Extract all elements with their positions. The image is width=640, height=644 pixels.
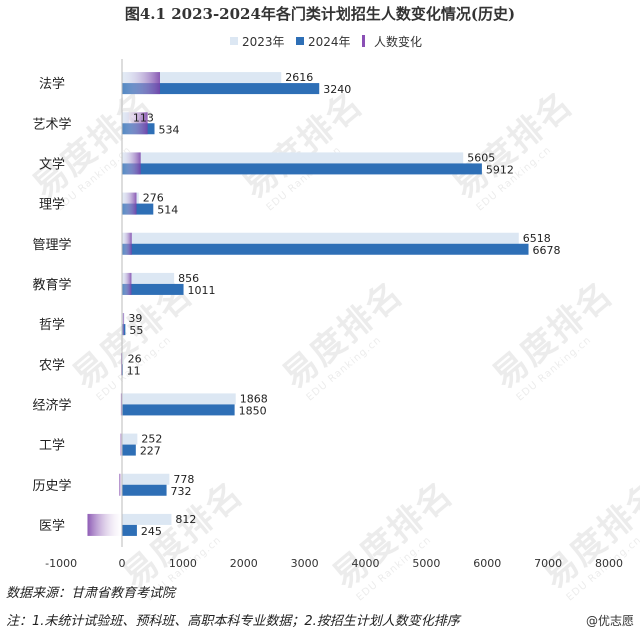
bar-2023 bbox=[122, 272, 175, 284]
value-label-2023: 812 bbox=[175, 513, 196, 526]
category-label: 工学 bbox=[39, 438, 65, 454]
bar-2023 bbox=[122, 473, 170, 485]
value-label-2023: 5605 bbox=[467, 151, 495, 164]
value-label-2024: 1011 bbox=[188, 284, 216, 297]
x-tick-label: 4000 bbox=[352, 557, 380, 570]
value-label-2023: 1868 bbox=[240, 392, 268, 405]
value-label-2023: 39 bbox=[128, 312, 142, 325]
bar-2023 bbox=[122, 393, 236, 405]
category-label: 文学 bbox=[39, 156, 65, 172]
bar-2023 bbox=[122, 152, 464, 164]
value-label-2023: 113 bbox=[133, 111, 154, 124]
bar-change bbox=[122, 72, 160, 95]
bar-2024 bbox=[122, 484, 167, 496]
category-label: 教育学 bbox=[32, 277, 71, 293]
x-tick-label: 2000 bbox=[230, 557, 258, 570]
value-label-2024: 732 bbox=[171, 485, 192, 498]
value-label-2024: 5912 bbox=[486, 163, 514, 176]
value-label-2024: 534 bbox=[159, 123, 180, 136]
legend-swatch-0 bbox=[230, 37, 238, 45]
value-label-2023: 778 bbox=[173, 473, 194, 486]
category-label: 理学 bbox=[39, 197, 65, 213]
bar-2024 bbox=[122, 203, 154, 215]
bar-change bbox=[122, 313, 124, 336]
value-label-2024: 11 bbox=[127, 364, 141, 377]
chart-title: 图4.1 2023-2024年各门类计划招生人数变化情况(历史) bbox=[124, 5, 516, 23]
bar-2023 bbox=[122, 513, 172, 525]
value-label-2023: 6518 bbox=[523, 232, 551, 245]
value-label-2024: 1850 bbox=[239, 404, 267, 417]
bar-2024 bbox=[122, 83, 320, 95]
bar-change bbox=[122, 152, 141, 175]
footnote: 注：1.未统计试验班、预科班、高职本科专业数据；2.按招生计划人数变化排序 bbox=[6, 614, 460, 629]
legend-swatch-2 bbox=[362, 35, 365, 47]
legend-label-1: 2024年 bbox=[308, 35, 351, 49]
value-label-2023: 2616 bbox=[285, 71, 313, 84]
legend-label-2: 人数变化 bbox=[374, 34, 422, 49]
bar-2023 bbox=[122, 433, 138, 445]
bar-2024 bbox=[122, 163, 482, 175]
value-label-2024: 3240 bbox=[323, 83, 351, 96]
value-label-2023: 856 bbox=[178, 272, 199, 285]
bar-change bbox=[87, 513, 122, 536]
category-label: 农学 bbox=[39, 357, 65, 373]
bar-2024 bbox=[122, 283, 184, 295]
x-tick-label: 6000 bbox=[473, 557, 501, 570]
x-tick-label: 3000 bbox=[291, 557, 319, 570]
bar-chart: 2023年 2024年 人数变化 法学 2616 3240 艺术学 113 534 文学 5605… bbox=[32, 34, 623, 570]
x-tick-label: 7000 bbox=[534, 557, 562, 570]
bar-change bbox=[122, 232, 132, 255]
category-label: 医学 bbox=[39, 518, 65, 534]
bar-2024 bbox=[122, 524, 137, 536]
chart-legend: 2023年 2024年 人数变化 bbox=[230, 34, 422, 49]
x-tick-label: 1000 bbox=[169, 557, 197, 570]
value-label-2023: 276 bbox=[143, 192, 164, 205]
value-label-2024: 6678 bbox=[533, 244, 561, 257]
bar-change bbox=[122, 112, 148, 135]
bar-change bbox=[119, 473, 122, 496]
bar-change bbox=[122, 272, 132, 295]
value-label-2023: 26 bbox=[128, 352, 142, 365]
x-tick-label: 8000 bbox=[595, 557, 623, 570]
source-note: 数据来源：甘肃省教育考试院 bbox=[6, 586, 176, 601]
category-label: 哲学 bbox=[39, 317, 65, 333]
value-label-2024: 55 bbox=[129, 324, 143, 337]
value-label-2023: 252 bbox=[141, 433, 162, 446]
category-label: 管理学 bbox=[32, 237, 71, 253]
bar-change bbox=[122, 192, 137, 215]
legend-swatch-1 bbox=[296, 37, 304, 45]
legend-label-0: 2023年 bbox=[242, 35, 285, 49]
bar-change bbox=[120, 433, 123, 456]
x-tick-label: 0 bbox=[119, 557, 126, 570]
value-label-2024: 245 bbox=[141, 525, 162, 538]
bar-2024 bbox=[122, 444, 136, 456]
value-label-2024: 514 bbox=[157, 204, 178, 217]
bar-2023 bbox=[122, 232, 519, 244]
x-tick-label: 5000 bbox=[412, 557, 440, 570]
x-axis: -1000 0 1000 2000 3000 4000 5000 6000 7000 8000 bbox=[45, 557, 623, 570]
category-label: 经济学 bbox=[32, 397, 71, 413]
category-label: 历史学 bbox=[32, 478, 71, 494]
x-tick-label: -1000 bbox=[45, 557, 77, 570]
bar-2024 bbox=[122, 404, 235, 416]
credit-label: @优志愿 bbox=[585, 614, 634, 628]
bar-2024 bbox=[122, 243, 529, 255]
value-label-2024: 227 bbox=[140, 445, 161, 458]
category-label: 艺术学 bbox=[32, 116, 71, 132]
bar-2023 bbox=[122, 72, 282, 84]
category-label: 法学 bbox=[39, 76, 65, 92]
